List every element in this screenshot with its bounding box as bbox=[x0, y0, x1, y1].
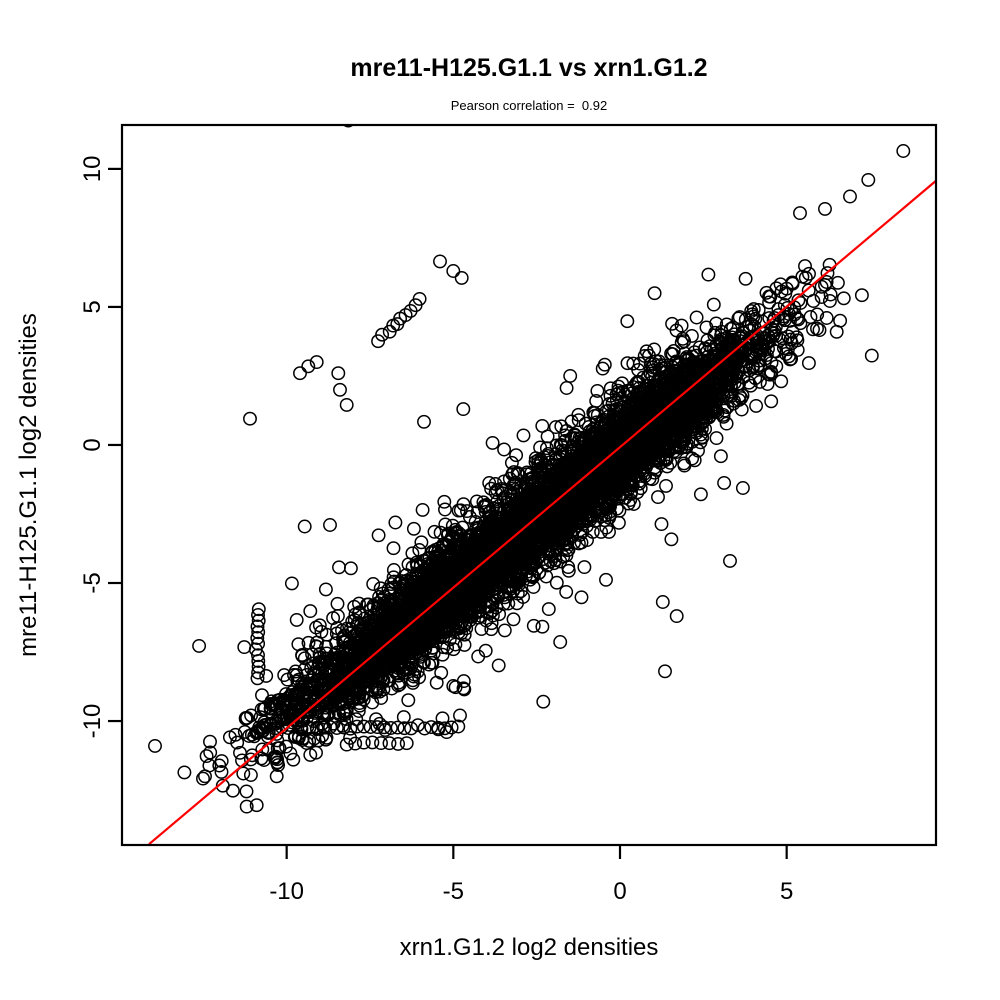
x-tick-label: -10 bbox=[269, 878, 304, 905]
y-tick-label: -5 bbox=[79, 572, 106, 593]
x-axis-ticks: -10 -5 0 5 bbox=[269, 845, 793, 905]
scatter-points bbox=[148, 125, 911, 814]
x-tick-label: -5 bbox=[443, 878, 464, 905]
y-tick-label: 0 bbox=[79, 438, 106, 451]
chart-subtitle: Pearson correlation = 0.92 bbox=[451, 98, 607, 113]
y-tick-label: 5 bbox=[79, 300, 106, 313]
y-tick-label: -10 bbox=[79, 704, 106, 739]
y-tick-label: 10 bbox=[79, 156, 106, 183]
y-axis-label: mre11-H125.G1.1 log2 densities bbox=[15, 313, 42, 657]
x-axis-label: xrn1.G1.2 log2 densities bbox=[400, 934, 659, 961]
x-tick-label: 0 bbox=[613, 878, 626, 905]
chart-title: mre11-H125.G1.1 vs xrn1.G1.2 bbox=[350, 54, 707, 82]
plot-frame bbox=[120, 123, 938, 847]
regression-line bbox=[148, 179, 936, 845]
y-axis-ticks: 10 5 0 -5 -10 bbox=[79, 156, 122, 739]
x-tick-label: 5 bbox=[780, 878, 793, 905]
